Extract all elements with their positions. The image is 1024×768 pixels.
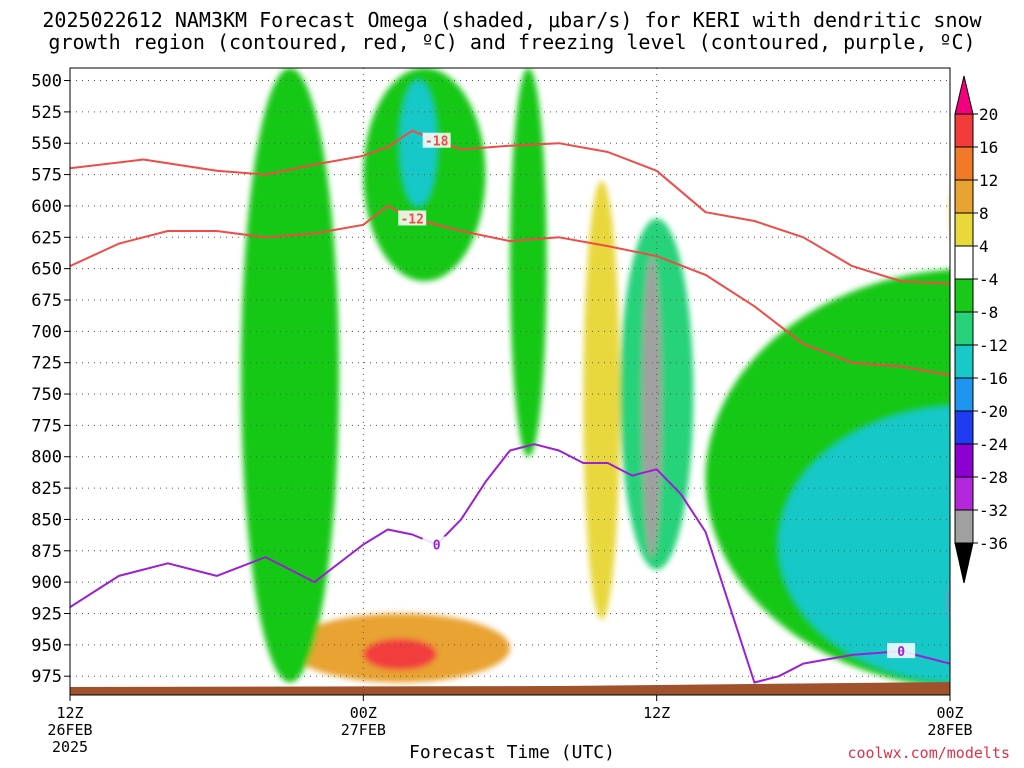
colorbar-label: -32 <box>979 501 1008 520</box>
x-tick-label: 2025 <box>52 738 88 756</box>
y-tick-label: 850 <box>31 510 62 530</box>
x-axis: 12Z26FEB202500Z27FEB12Z00Z28FEB12Z00Z1MA… <box>47 695 973 756</box>
colorbar-band <box>954 443 974 478</box>
contour-label: -18 <box>425 135 449 150</box>
chart-title-line-1: 2025022612 NAM3KM Forecast Omega (shaded… <box>42 8 982 32</box>
y-tick-label: 975 <box>31 667 62 687</box>
omega-shading <box>241 68 950 688</box>
colorbar-top-arrow <box>954 75 974 115</box>
credit-text: coolwx.com/modelts <box>847 744 1010 762</box>
y-tick-label: 650 <box>31 260 62 280</box>
x-tick-label: 26FEB <box>47 721 92 739</box>
colorbar-label: -24 <box>979 435 1008 454</box>
y-tick-label: 775 <box>31 416 62 436</box>
colorbar-band <box>954 212 974 247</box>
colorbar-label: -36 <box>979 534 1008 553</box>
y-tick-label: 600 <box>31 197 62 217</box>
contour-label-bg <box>398 210 427 226</box>
contour-label-bg <box>422 132 451 148</box>
contour-label: -12 <box>400 212 423 227</box>
plot-frame <box>69 67 951 696</box>
terrain-surface <box>70 673 950 695</box>
contour-line <box>70 204 950 377</box>
colorbar-band <box>954 146 974 181</box>
y-tick-label: 925 <box>31 604 62 624</box>
x-tick-label: 28FEB <box>927 721 972 739</box>
colorbar-label: -28 <box>979 468 1008 487</box>
colorbar: 20 16 12 8 4 -4 -8 -12 -16 -20 -24 -28 -32 -36 <box>954 75 1008 584</box>
contour-label-bg <box>422 536 451 552</box>
omega-feature <box>583 180 621 620</box>
x-tick-label: 00Z <box>350 704 377 722</box>
contour-label: 0 <box>433 539 441 554</box>
y-tick-label: 500 <box>31 72 62 92</box>
omega-feature <box>363 638 437 670</box>
colorbar-band <box>954 509 974 544</box>
colorbar-band <box>954 476 974 511</box>
y-tick-label: 525 <box>31 103 62 123</box>
colorbar-band <box>954 245 974 280</box>
y-tick-label: 800 <box>31 448 62 468</box>
colorbar-label: 20 <box>979 105 998 124</box>
x-tick-label: 12Z <box>56 704 83 722</box>
y-tick-label: 575 <box>31 166 62 186</box>
terrain-band <box>70 673 950 695</box>
y-tick-label: 725 <box>31 354 62 374</box>
y-tick-label: 825 <box>31 479 62 499</box>
colorbar-band <box>954 377 974 412</box>
omega-feature <box>509 68 547 457</box>
x-axis-label: Forecast Time (UTC) <box>409 742 615 763</box>
y-tick-label: 550 <box>31 134 62 154</box>
colorbar-label: 12 <box>979 171 998 190</box>
omega-feature <box>778 406 950 683</box>
colorbar-label: -4 <box>979 270 998 289</box>
colorbar-band <box>954 311 974 346</box>
omega-feature <box>241 68 339 683</box>
colorbar-label: 16 <box>979 138 998 157</box>
colorbar-label: -20 <box>979 402 1008 421</box>
colorbar-band <box>954 113 974 148</box>
contour-line <box>70 443 950 684</box>
omega-feature <box>642 256 662 558</box>
contour-label-bg <box>887 643 916 659</box>
y-tick-label: 675 <box>31 291 62 311</box>
y-tick-label: 875 <box>31 542 62 562</box>
colorbar-label: -8 <box>979 303 998 322</box>
colorbar-label: -12 <box>979 336 1008 355</box>
colorbar-band <box>954 179 974 214</box>
chart-title-line-2: growth region (contoured, red, ºC) and f… <box>48 30 976 54</box>
y-axis: 500 525 550 575 600 625 650 675 700 725 750 775 800 8… <box>31 72 70 687</box>
colorbar-band <box>954 278 974 313</box>
x-tick-label: 00Z <box>936 704 963 722</box>
y-tick-label: 900 <box>31 573 62 593</box>
omega-feature-group <box>241 68 950 688</box>
x-tick-label: 27FEB <box>341 721 386 739</box>
colorbar-band <box>954 344 974 379</box>
y-tick-label: 625 <box>31 228 62 248</box>
colorbar-label: -16 <box>979 369 1008 388</box>
y-tick-label: 950 <box>31 636 62 656</box>
y-tick-label: 750 <box>31 385 62 405</box>
colorbar-label: 8 <box>979 204 989 223</box>
colorbar-label: 4 <box>979 237 989 256</box>
x-tick-label: 12Z <box>643 704 670 722</box>
colorbar-band <box>954 410 974 445</box>
colorbar-bottom-arrow <box>954 542 974 584</box>
contour-line <box>70 129 950 285</box>
y-tick-label: 700 <box>31 322 62 342</box>
contour-label: 0 <box>897 645 905 660</box>
